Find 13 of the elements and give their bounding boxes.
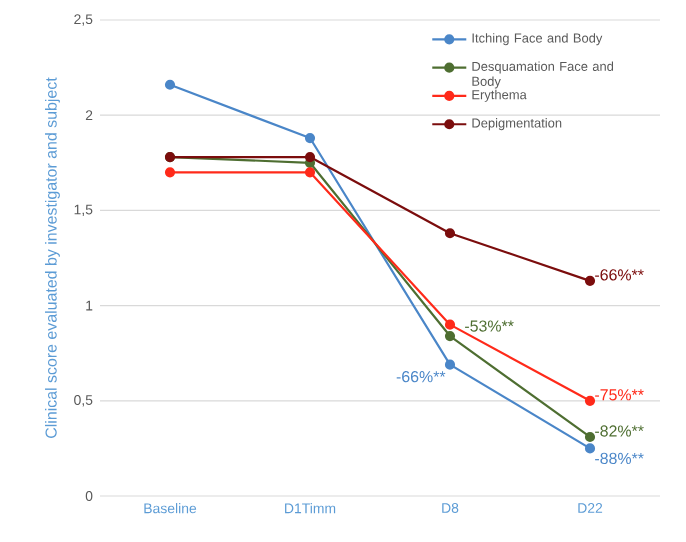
point [304, 132, 316, 144]
point [444, 359, 456, 370]
point [584, 275, 596, 286]
point [584, 395, 596, 406]
point [444, 319, 456, 330]
point [444, 228, 456, 239]
point [164, 79, 176, 90]
point [584, 443, 596, 454]
point [444, 330, 456, 342]
point [304, 167, 316, 178]
point [164, 167, 176, 178]
point [584, 431, 596, 443]
point [304, 152, 316, 163]
